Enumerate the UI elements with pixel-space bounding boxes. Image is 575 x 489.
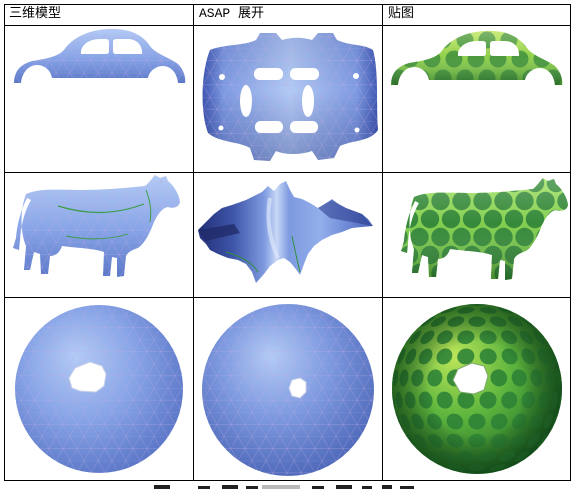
model-hole <box>290 68 319 80</box>
cow-asap-unfold <box>198 181 373 283</box>
cow-3d-model <box>13 175 180 277</box>
caption-fragment-mark <box>362 486 372 489</box>
model-hole <box>452 362 489 395</box>
sphere-asap-unfold <box>202 304 374 476</box>
table-grid <box>4 4 571 481</box>
caption-fragment-mark <box>222 485 238 489</box>
model-hole <box>254 68 283 80</box>
car-3d-model <box>14 28 186 83</box>
model-hole <box>218 125 224 131</box>
car-unfold-mesh <box>202 33 378 161</box>
cow-unfold-dark-fold <box>318 200 372 226</box>
cow-unfold-light-band <box>266 197 280 259</box>
cow-mesh <box>13 175 180 277</box>
caption-fragment-mark <box>246 486 258 489</box>
cow-texture-shade <box>401 178 568 280</box>
sphere-unfold-mesh <box>202 304 374 476</box>
sphere-textured <box>392 304 562 474</box>
cow-seam <box>65 233 129 240</box>
car-texture-shade <box>391 30 563 85</box>
cow-unfold-dark-fold <box>198 224 240 241</box>
model-hole <box>240 85 252 117</box>
car-textured <box>391 30 563 85</box>
model-hole <box>68 361 107 393</box>
header-3d-model: 三维模型 <box>9 6 62 21</box>
model-hole <box>219 74 225 80</box>
model-hole <box>288 377 307 399</box>
caption-fragment-mark <box>154 485 170 489</box>
cow-textured <box>401 178 568 280</box>
header-texture-map: 贴图 <box>388 6 415 21</box>
cow-seam <box>57 203 145 214</box>
cow-seam <box>145 189 152 223</box>
header-asap-unfold: ASAP 展开 <box>199 6 265 21</box>
model-hole <box>354 127 360 133</box>
cow-seam <box>225 251 259 273</box>
car-mesh <box>14 28 186 83</box>
sphere-3d-model <box>15 305 183 473</box>
cow-seam <box>291 235 301 273</box>
caption-fragment <box>154 485 414 489</box>
caption-fragment-mark <box>382 485 392 489</box>
caption-fragment-mark <box>262 485 300 489</box>
model-hole <box>255 121 283 133</box>
model-hole <box>302 85 314 117</box>
caption-fragment-mark <box>400 486 414 489</box>
caption-fragment-mark <box>312 486 324 489</box>
model-hole <box>290 121 318 133</box>
model-hole <box>353 73 359 79</box>
car-asap-unfold <box>202 33 378 161</box>
car-unfold-holes <box>218 68 360 133</box>
caption-fragment-mark <box>198 486 210 489</box>
caption-fragment-mark <box>336 485 352 489</box>
